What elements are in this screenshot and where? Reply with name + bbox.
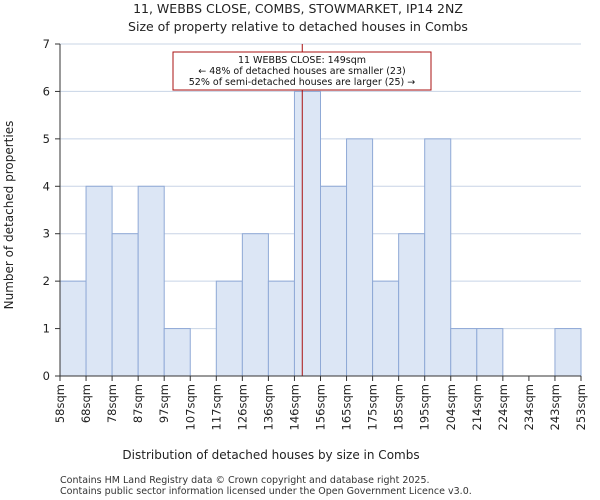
x-tick-label: 165sqm: [340, 384, 354, 430]
annotation-box: 11 WEBBS CLOSE: 149sqm ← 48% of detached…: [172, 51, 432, 91]
x-axis-ticks: 58sqm 68sqm 78sqm 87sqm 97sqm 107sqm 117sqm 126…: [53, 376, 588, 430]
x-tick-label: 175sqm: [366, 384, 380, 430]
annotation-line3: 52% of semi-detached houses are larger (…: [189, 77, 416, 88]
x-tick-label: 253sqm: [574, 384, 588, 430]
bar: [59, 280, 87, 377]
x-tick-label: 107sqm: [183, 384, 197, 430]
bar: [320, 185, 348, 377]
x-tick-label: 214sqm: [470, 384, 484, 430]
bar: [346, 138, 374, 377]
y-tick-label: 2: [43, 274, 50, 288]
y-tick-label: 6: [43, 84, 50, 98]
annotation-line1: 11 WEBBS CLOSE: 149sqm: [238, 55, 366, 66]
x-tick-label: 195sqm: [418, 384, 432, 430]
y-tick-label: 0: [43, 369, 50, 383]
y-tick-label: 5: [43, 132, 50, 146]
bar: [85, 185, 113, 377]
x-tick-label: 117sqm: [209, 384, 223, 430]
bar: [111, 233, 139, 377]
bar: [424, 138, 452, 377]
footer-line2: Contains public sector information licen…: [60, 486, 472, 497]
x-tick-label: 87sqm: [131, 384, 145, 423]
bar: [554, 328, 582, 377]
x-axis-label: Distribution of detached houses by size …: [122, 448, 419, 462]
bar-group: [59, 90, 582, 377]
y-axis-label: Number of detached properties: [2, 121, 16, 310]
x-tick-label: 146sqm: [287, 384, 301, 430]
x-tick-label: 234sqm: [522, 384, 536, 430]
bar: [241, 233, 269, 377]
y-axis-ticks: 0 1 2 3 4 5 6 7: [43, 37, 60, 383]
bar: [450, 328, 478, 377]
x-tick-label: 185sqm: [392, 384, 406, 430]
annotation-frame: [172, 51, 432, 91]
x-tick-label: 58sqm: [53, 384, 67, 423]
chart-title-line1: 11, WEBBS CLOSE, COMBS, STOWMARKET, IP14…: [133, 1, 463, 16]
bar: [137, 185, 165, 377]
x-tick-label: 243sqm: [548, 384, 562, 430]
y-tick-label: 1: [43, 322, 50, 336]
annotation-line2: ← 48% of detached houses are smaller (23…: [198, 66, 405, 77]
chart-title-line2: Size of property relative to detached ho…: [128, 19, 468, 34]
x-tick-label: 68sqm: [79, 384, 93, 423]
x-tick-label: 126sqm: [235, 384, 249, 430]
bar: [476, 328, 504, 377]
y-tick-label: 3: [43, 227, 50, 241]
bar: [398, 233, 426, 377]
bar: [372, 280, 400, 377]
bar: [293, 90, 322, 377]
footer-line1: Contains HM Land Registry data © Crown c…: [60, 475, 430, 486]
y-tick-label: 7: [43, 37, 50, 51]
bar: [163, 328, 191, 377]
x-tick-label: 78sqm: [105, 384, 119, 423]
y-tick-label: 4: [43, 179, 50, 193]
x-tick-label: 136sqm: [261, 384, 275, 430]
x-tick-label: 97sqm: [157, 384, 171, 423]
x-tick-label: 224sqm: [496, 384, 510, 430]
bar: [267, 280, 295, 377]
x-tick-label: 204sqm: [444, 384, 458, 430]
bar: [215, 280, 243, 377]
x-tick-label: 156sqm: [314, 384, 328, 430]
